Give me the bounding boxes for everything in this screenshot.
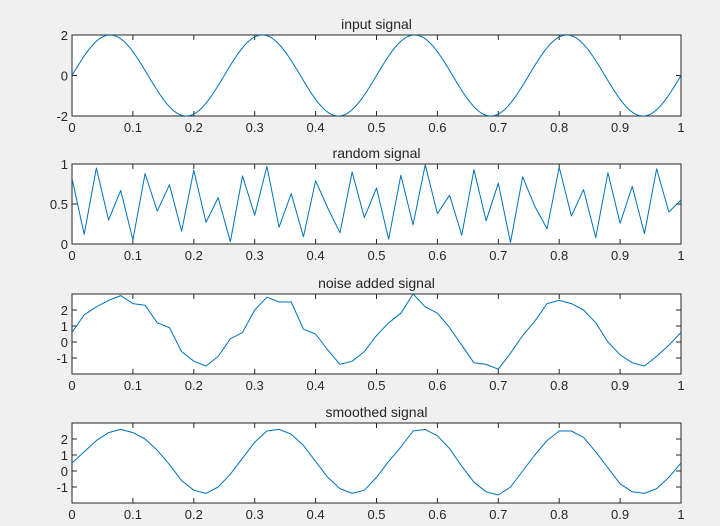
smoothed-title: smoothed signal <box>326 404 428 420</box>
input-ytick-label: 2 <box>61 28 68 43</box>
input-xtick-label: 0.2 <box>185 120 203 135</box>
smoothed-xtick-label: 0.9 <box>611 507 629 522</box>
smoothed-xtick-label: 1 <box>677 507 684 522</box>
input-xtick-label: 1 <box>677 120 684 135</box>
input-xtick-label: 0.5 <box>367 120 385 135</box>
input-xtick-label: 0.4 <box>307 120 325 135</box>
random-xtick-label: 1 <box>677 248 684 263</box>
noise-added-series-line <box>72 294 681 370</box>
input-xtick-label: 0 <box>68 120 75 135</box>
random-xtick-label: 0 <box>68 248 75 263</box>
noise-added-xtick-label: 0 <box>68 378 75 393</box>
smoothed-axes-box <box>71 422 682 504</box>
random-series-line <box>72 164 681 243</box>
noise-added-xtick-label: 0.9 <box>611 378 629 393</box>
smoothed-ytick-label: 1 <box>61 448 68 463</box>
random-title: random signal <box>333 145 421 161</box>
smoothed-xtick-label: 0.5 <box>367 507 385 522</box>
random-ytick-label: 0.5 <box>50 197 68 212</box>
random-xtick-label: 0.5 <box>367 248 385 263</box>
noise-added-ytick-label: -1 <box>56 351 68 366</box>
noise-added-xtick-label: 0.1 <box>124 378 142 393</box>
random-ytick-label: 0 <box>61 237 68 252</box>
input-xtick-label: 0.1 <box>124 120 142 135</box>
input-ytick-label: 0 <box>61 69 68 84</box>
noise-added-xtick-label: 0.5 <box>367 378 385 393</box>
input-xtick-label: 0.3 <box>246 120 264 135</box>
noise-added-xtick-label: 0.2 <box>185 378 203 393</box>
smoothed-xtick-label: 0.3 <box>246 507 264 522</box>
smoothed-ytick-label: -1 <box>56 480 68 495</box>
random-xtick-label: 0.3 <box>246 248 264 263</box>
smoothed-ytick-label: 2 <box>61 432 68 447</box>
input-ytick-label: -2 <box>56 109 68 124</box>
smoothed-xtick-label: 0.8 <box>550 507 568 522</box>
smoothed-ytick-label: 0 <box>61 464 68 479</box>
input-xtick-label: 0.7 <box>489 120 507 135</box>
random-xtick-label: 0.9 <box>611 248 629 263</box>
input-xtick-label: 0.6 <box>428 120 446 135</box>
random-xtick-label: 0.1 <box>124 248 142 263</box>
input-xtick-label: 0.8 <box>550 120 568 135</box>
random-xtick-label: 0.2 <box>185 248 203 263</box>
subplot-input: input signal 0 0.1 0.2 0.3 0.4 0.5 0.6 0.7 0.8 0.9… <box>56 16 684 135</box>
subplot-noise-added: noise added signal 0 0.1 0.2 0.3 0.4 0.5 0.6 0.7… <box>56 275 684 393</box>
random-axes-box <box>71 163 682 245</box>
random-xtick-label: 0.6 <box>428 248 446 263</box>
subplot-smoothed: smoothed signal 0 0.1 0.2 0.3 0.4 0.5 0.6 0.7 0.8… <box>56 404 684 522</box>
smoothed-xtick-label: 0.6 <box>428 507 446 522</box>
noise-added-title: noise added signal <box>318 275 435 291</box>
noise-added-xtick-label: 0.8 <box>550 378 568 393</box>
input-series-line <box>72 35 681 116</box>
noise-added-xtick-label: 0.7 <box>489 378 507 393</box>
random-xtick-label: 0.8 <box>550 248 568 263</box>
smoothed-series-line <box>72 428 681 496</box>
subplot-random: random signal 0 0.1 0.2 0.3 0.4 0.5 0.6 0.7 0.8 0.… <box>50 145 685 263</box>
noise-added-xtick-label: 0.3 <box>246 378 264 393</box>
noise-added-ytick-label: 2 <box>61 303 68 318</box>
noise-added-ytick-label: 1 <box>61 319 68 334</box>
random-xtick-label: 0.7 <box>489 248 507 263</box>
input-xtick-label: 0.9 <box>611 120 629 135</box>
input-title: input signal <box>341 16 412 32</box>
noise-added-xtick-label: 1 <box>677 378 684 393</box>
smoothed-xtick-label: 0.2 <box>185 507 203 522</box>
noise-added-xtick-label: 0.4 <box>307 378 325 393</box>
noise-added-xtick-label: 0.6 <box>428 378 446 393</box>
noise-added-axes-box <box>71 293 682 375</box>
smoothed-xtick-label: 0 <box>68 507 75 522</box>
smoothed-xtick-label: 0.7 <box>489 507 507 522</box>
smoothed-xtick-label: 0.1 <box>124 507 142 522</box>
random-xtick-label: 0.4 <box>307 248 325 263</box>
noise-added-ytick-label: 0 <box>61 335 68 350</box>
smoothed-xtick-label: 0.4 <box>307 507 325 522</box>
random-ytick-label: 1 <box>61 157 68 172</box>
